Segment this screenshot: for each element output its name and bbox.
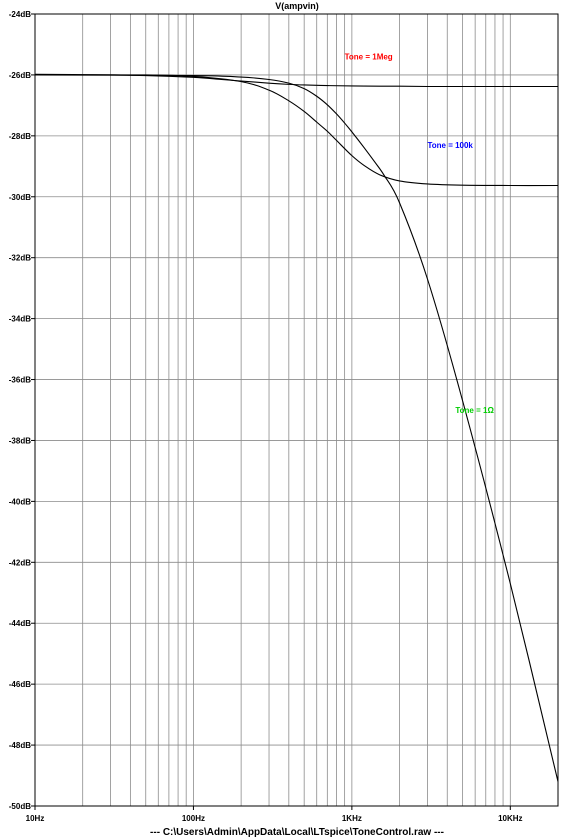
y-tick-label: -40dB <box>9 497 31 506</box>
tick-labels: -24dB -26dB -28dB -30dB -32dB -34dB -36dB -38dB… <box>9 10 523 823</box>
series-line <box>34 74 559 187</box>
x-tick-label: 10Hz <box>26 814 45 823</box>
x-tick-label: 1KHz <box>342 814 362 823</box>
y-tick-label: -44dB <box>9 619 31 628</box>
y-tick-label: -48dB <box>9 741 31 750</box>
series-line <box>34 74 559 782</box>
y-tick-label: -36dB <box>9 376 31 385</box>
series-annotation: Tone = 100k <box>427 141 473 150</box>
y-tick-label: -26dB <box>9 71 31 80</box>
series-line <box>34 73 558 88</box>
y-tick-label: -32dB <box>9 254 31 263</box>
x-tick-label: 10KHz <box>498 814 522 823</box>
y-tick-label: -24dB <box>9 10 31 19</box>
chart-title: V(ampvin) <box>275 1 319 11</box>
y-tick-label: -38dB <box>9 436 31 445</box>
y-tick-label: -50dB <box>9 802 31 811</box>
footer-file-path: --- C:\Users\Admin\AppData\Local\LTspice… <box>150 827 444 838</box>
plot-frame <box>34 13 559 807</box>
annotations: Tone = 1Meg Tone = 100k Tone = 1Ω <box>345 53 495 415</box>
y-tick-label: -30dB <box>9 193 31 202</box>
x-tick-label: 100Hz <box>182 814 205 823</box>
series-layer <box>34 73 559 782</box>
y-tick-label: -34dB <box>9 315 31 324</box>
series-annotation: Tone = 1Meg <box>345 53 393 62</box>
gridlines <box>34 13 559 807</box>
y-tick-label: -28dB <box>9 132 31 141</box>
series-annotation: Tone = 1Ω <box>455 406 494 415</box>
y-tick-label: -46dB <box>9 680 31 689</box>
y-tick-label: -42dB <box>9 558 31 567</box>
